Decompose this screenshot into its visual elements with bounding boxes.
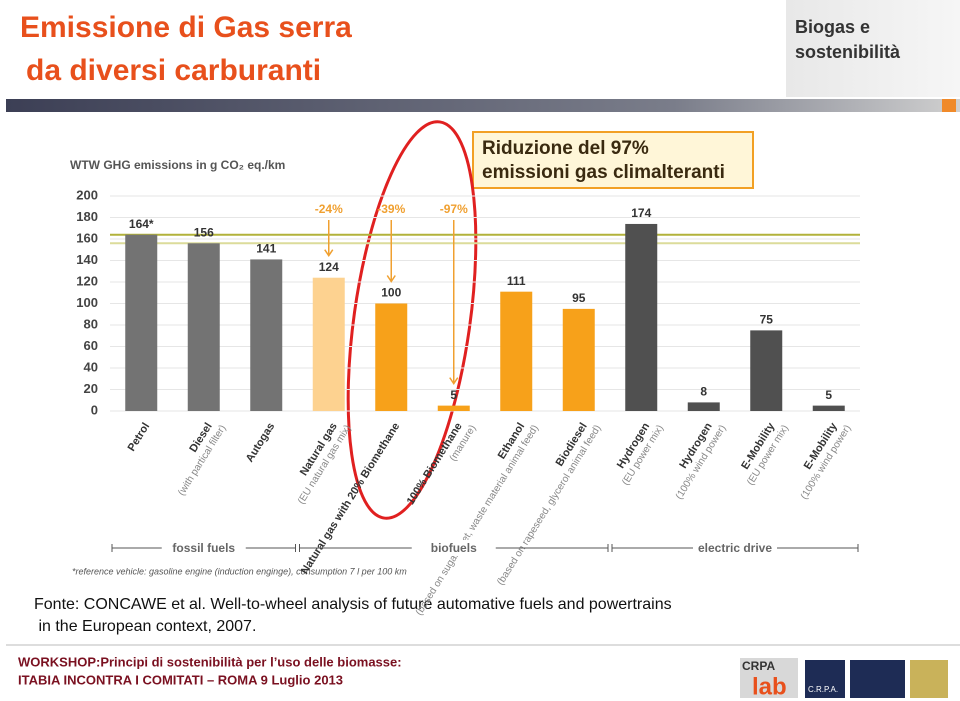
- footer-text: ITABIA INCONTRA I COMITATI – ROMA 9 Lugl…: [18, 672, 343, 687]
- logo: [910, 660, 948, 698]
- annotation: -39%: [377, 202, 405, 216]
- y-tick-label: 180: [76, 209, 98, 224]
- value-label: 156: [194, 225, 214, 239]
- logo: [740, 658, 798, 698]
- y-tick-label: 140: [76, 252, 98, 267]
- value-label: 100: [381, 286, 401, 300]
- footer-text: WORKSHOP:Principi di sostenibilità per l…: [18, 654, 402, 669]
- footnote: *reference vehicle: gasoline engine (ind…: [72, 566, 407, 576]
- source-text: Fonte: CONCAWE et al. Well-to-wheel anal…: [34, 596, 672, 613]
- slide-title: Emissione di Gas serra: [20, 11, 352, 44]
- group-label: electric drive: [698, 541, 772, 555]
- annotation-arrowhead: [386, 275, 396, 283]
- x-tick-label: Petrol: [126, 421, 153, 454]
- bar: [812, 405, 845, 411]
- header-square: [942, 99, 956, 112]
- logo-text: lab: [752, 673, 787, 700]
- y-tick-label: 160: [76, 230, 98, 245]
- bar: [125, 234, 158, 411]
- value-label: 164*: [129, 217, 154, 231]
- logo: [805, 660, 845, 698]
- badge-text: sostenibilità: [795, 42, 901, 62]
- value-label: 95: [572, 291, 586, 305]
- y-tick-label: 0: [91, 402, 98, 417]
- value-label: 5: [450, 388, 457, 402]
- x-tick-label: 100% Biomethane: [405, 421, 465, 507]
- badge-box: [786, 0, 960, 97]
- logo: [850, 660, 905, 698]
- chart: 0 20 40 60 80 100 120 140 160 180 200 164* Petrol 156…: [76, 187, 860, 618]
- badge-text: Biogas e: [795, 17, 870, 37]
- value-label: 8: [700, 385, 707, 399]
- bar: [625, 223, 658, 411]
- header-bar: [6, 99, 960, 112]
- bar: [375, 303, 408, 411]
- chart-title: WTW GHG emissions in g CO₂ eq./km: [70, 158, 285, 172]
- group-label: fossil fuels: [172, 541, 235, 555]
- bar: [562, 308, 595, 411]
- bar: [750, 330, 783, 411]
- y-tick-label: 100: [76, 295, 98, 310]
- group-label-bg: [411, 540, 496, 556]
- callout-box: [472, 131, 754, 189]
- logo-text: CRPA: [742, 659, 775, 673]
- source-text: in the European context, 2007.: [34, 618, 256, 635]
- bar: [500, 291, 533, 411]
- logo-text: C.R.P.A.: [808, 685, 838, 694]
- y-tick-label: 20: [84, 381, 98, 396]
- bar: [437, 405, 470, 411]
- value-label: 75: [760, 313, 774, 327]
- annotation: -97%: [440, 202, 468, 216]
- bar: [312, 277, 345, 411]
- annotation-arrowhead: [449, 377, 459, 385]
- slide-title: da diversi carburanti: [26, 54, 321, 87]
- group-label: biofuels: [431, 541, 477, 555]
- y-tick-label: 200: [76, 187, 98, 202]
- group-label-bg: [161, 540, 246, 556]
- bar: [187, 243, 220, 411]
- annotation-arrowhead: [324, 249, 334, 258]
- callout-text: Riduzione del 97%: [482, 138, 649, 159]
- value-label: 5: [825, 388, 832, 402]
- y-tick-label: 60: [84, 338, 98, 353]
- y-tick-label: 80: [84, 316, 98, 331]
- bar: [687, 402, 720, 411]
- annotation: -24%: [315, 202, 343, 216]
- callout-text: emissioni gas climalteranti: [482, 162, 725, 183]
- y-tick-label: 120: [76, 273, 98, 288]
- x-tick-label: Autogas: [244, 421, 277, 465]
- value-label: 174: [631, 206, 651, 220]
- x-tick-note: (based on sugar beet, waste material ani…: [414, 423, 541, 617]
- bar: [250, 259, 283, 411]
- value-label: 111: [507, 274, 526, 288]
- group-label-bg: [693, 540, 777, 556]
- value-label: 124: [319, 260, 339, 274]
- y-tick-label: 40: [84, 359, 98, 374]
- value-label: 141: [256, 242, 276, 256]
- highlight-ellipse: [346, 120, 478, 520]
